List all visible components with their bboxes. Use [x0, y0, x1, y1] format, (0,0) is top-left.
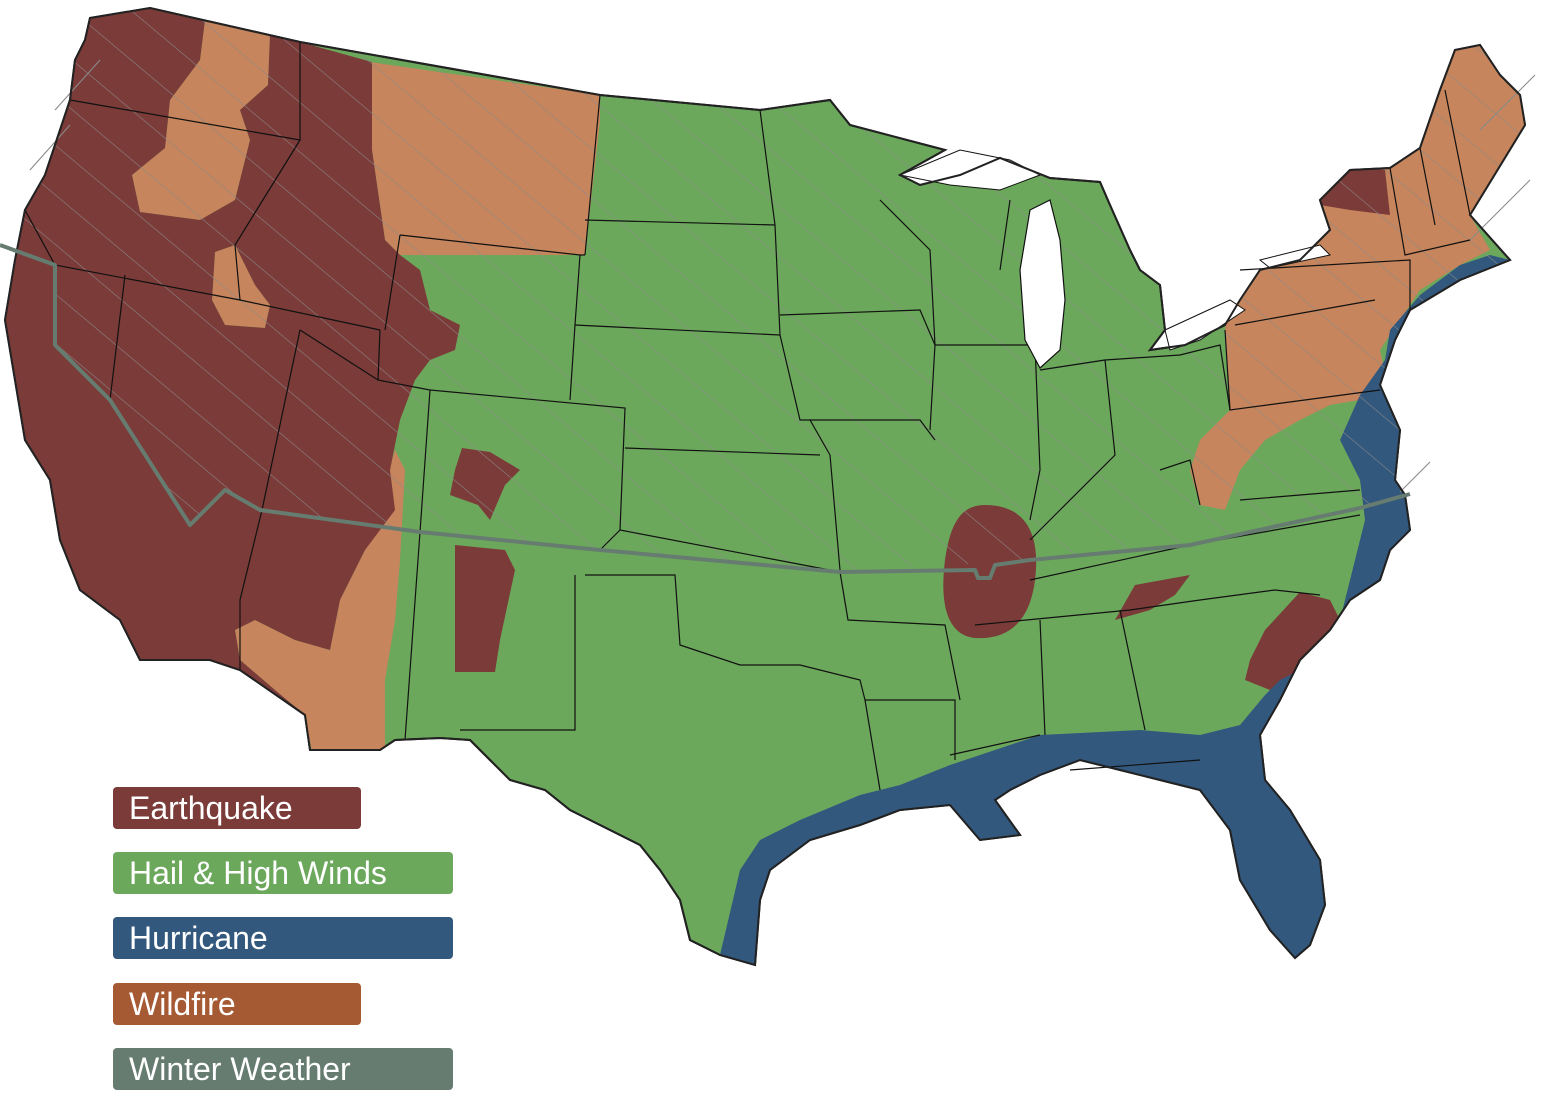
legend-winter-weather-label: Winter Weather: [129, 1051, 351, 1087]
lake-ontario: [1258, 244, 1332, 269]
legend-hurricane: Hurricane: [113, 917, 453, 959]
legend-winter-weather: Winter Weather: [113, 1048, 453, 1090]
legend-earthquake-label: Earthquake: [129, 790, 293, 826]
earthquake-zone-tennessee: [1115, 575, 1190, 620]
winter-weather-hatch: [5, 8, 1525, 572]
winter-weather-hatch-outside: [29, 59, 1536, 493]
earthquake-zone-new-mexico: [455, 545, 515, 672]
legend-wildfire: Wildfire: [113, 983, 361, 1025]
legend-hail-high-winds: Hail & High Winds: [113, 852, 453, 894]
hurricane-zone-coast: [720, 255, 1510, 965]
legend-hurricane-label: Hurricane: [129, 920, 268, 956]
lake-michigan: [1019, 199, 1066, 369]
winter-weather-line: [0, 243, 1411, 580]
legend-earthquake: Earthquake: [113, 787, 361, 829]
legend-wildfire-label: Wildfire: [129, 986, 236, 1022]
wildfire-zone-southwest: [235, 450, 405, 752]
legend-hail-high-winds-label: Hail & High Winds: [129, 855, 387, 891]
state-borders: [24, 42, 1471, 791]
